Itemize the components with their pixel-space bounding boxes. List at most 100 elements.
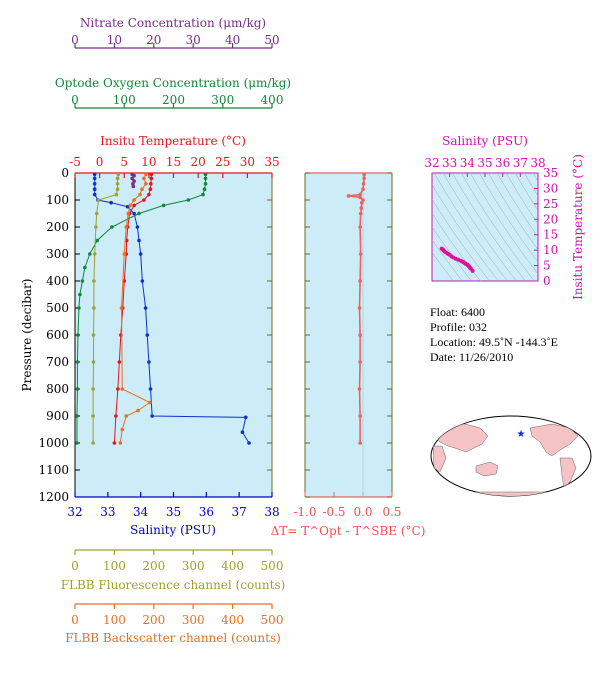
oxygen-tick-label: 100 — [113, 93, 136, 107]
oxygen-profile-point — [75, 387, 80, 391]
ts-layer — [432, 173, 538, 281]
backscatter-profile-point — [120, 427, 125, 432]
salinity-profile-point — [148, 387, 153, 391]
backscatter-profile-point — [148, 400, 152, 405]
backscatter-profile-point — [132, 198, 136, 202]
nitrate-profile-point — [130, 176, 134, 181]
pressure-tick-label: 300 — [46, 247, 69, 261]
temperature-profile-point — [149, 176, 154, 181]
backscatter-profile-point — [142, 176, 146, 181]
fluorescence-profile-point — [92, 306, 96, 310]
ts-y-tick-label: 15 — [543, 228, 558, 242]
salinity-profile-point — [247, 441, 251, 445]
temperature-profile-point — [117, 360, 122, 364]
salinity-profile-point — [92, 187, 97, 191]
ts-x-tick-label: 33 — [442, 156, 457, 170]
nitrate-tick-label: 50 — [264, 33, 279, 47]
pressure-tick-label: 1000 — [38, 436, 69, 450]
oxygen-profile-point — [83, 265, 87, 270]
salinity-profile-point — [137, 238, 141, 243]
delta-t-point — [362, 176, 366, 181]
ts-density-contour — [469, 173, 538, 275]
fluorescence-tick-label: 100 — [103, 559, 126, 573]
backscatter-profile-point — [140, 187, 144, 191]
oxygen-profile-point — [203, 182, 208, 186]
delta-t-point — [357, 387, 362, 391]
ts-point — [470, 268, 475, 273]
temperature-tick-label: 0 — [96, 155, 104, 169]
ts-density-contour — [487, 173, 538, 251]
salinity-tick-label: 34 — [133, 505, 149, 519]
info-profile: Profile: 032 — [430, 320, 487, 334]
temperature-tick-label: 5 — [120, 155, 128, 169]
nitrate-profile-point — [132, 173, 136, 178]
delta-t-tick-label: 0.5 — [382, 505, 401, 519]
fluorescence-profile-point — [91, 360, 96, 364]
ts-density-contour — [478, 173, 538, 263]
backscatter-tick-label: 300 — [182, 613, 205, 627]
oxygen-profile-point — [161, 203, 166, 208]
axes-layer: 0100200300400500600700800900100011001200… — [38, 33, 558, 627]
salinity-profile-point — [135, 225, 140, 229]
salinity-profile-point — [92, 176, 97, 181]
salinity-tick-label: 38 — [264, 505, 279, 519]
ts-density-contour — [432, 213, 481, 281]
temperature-tick-label: 30 — [240, 155, 255, 169]
nitrate-profile-point — [131, 182, 135, 186]
salinity-profile-point — [240, 430, 245, 435]
backscatter-profile-point — [124, 225, 129, 229]
delta-t-plot-area — [305, 173, 392, 497]
oxygen-profile-point — [95, 238, 99, 243]
fluorescence-profile-point — [92, 252, 97, 256]
ts-x-tick-label: 35 — [477, 156, 492, 170]
oxygen-profile-point — [75, 360, 80, 364]
nitrate-tick-label: 10 — [107, 33, 122, 47]
backscatter-profile-point — [119, 306, 124, 310]
nitrate-profile-point — [132, 179, 136, 183]
main-plot-area — [75, 173, 272, 497]
map-land-north-america — [529, 423, 579, 457]
backscatter-profile-point — [136, 408, 140, 413]
salinity-profile-point — [150, 414, 154, 418]
ts-y-tick-label: 0 — [543, 274, 551, 288]
ts-density-contour — [433, 173, 508, 281]
salinity-profile-point — [243, 415, 248, 420]
info-float: Float: 6400 — [430, 305, 485, 319]
ts-x-tick-label: 32 — [424, 156, 439, 170]
oxygen-tick-label: 0 — [71, 93, 79, 107]
pressure-tick-label: 400 — [46, 274, 69, 288]
ts-y-tick-label: 20 — [543, 212, 558, 226]
temperature-tick-label: -5 — [69, 155, 81, 169]
ts-density-contour — [451, 173, 526, 281]
salinity-profile-point — [92, 192, 97, 197]
delta-t-point — [358, 225, 362, 229]
pressure-axis-label: Pressure (decibar) — [20, 279, 34, 392]
map-land-antarctica — [439, 491, 583, 496]
fluorescence-tick-label: 400 — [221, 559, 244, 573]
ts-salinity-label: Salinity (PSU) — [442, 134, 528, 148]
fluorescence-profile-point — [114, 192, 119, 197]
temperature-tick-label: 35 — [264, 155, 279, 169]
fluorescence-profile-point — [94, 225, 98, 229]
delta-t-point — [358, 252, 363, 256]
ts-x-tick-label: 38 — [530, 156, 545, 170]
backscatter-tick-label: 0 — [71, 613, 79, 627]
fluorescence-profile-point — [91, 414, 95, 418]
backscatter-profile-point — [120, 387, 125, 391]
ts-density-contour — [432, 252, 454, 281]
pressure-tick-label: 200 — [46, 220, 69, 234]
salinity-tick-label: 35 — [166, 505, 181, 519]
ts-density-contour — [432, 239, 463, 281]
salinity-profile-point — [92, 182, 97, 186]
backscatter-profile-point — [138, 192, 142, 197]
ts-density-contour — [432, 226, 472, 281]
backscatter-profile-point — [124, 414, 129, 418]
oxygen-axis-label: Optode Oxygen Concentration (μm/kg) — [55, 76, 291, 90]
oxygen-profile-point — [203, 176, 208, 181]
salinity-profile-point — [132, 211, 136, 216]
temperature-profile-point — [114, 414, 118, 418]
ts-density-contour — [514, 173, 538, 211]
oxygen-profile-point — [77, 306, 81, 310]
pressure-tick-label: 600 — [46, 328, 69, 342]
temperature-tick-label: 15 — [166, 155, 181, 169]
